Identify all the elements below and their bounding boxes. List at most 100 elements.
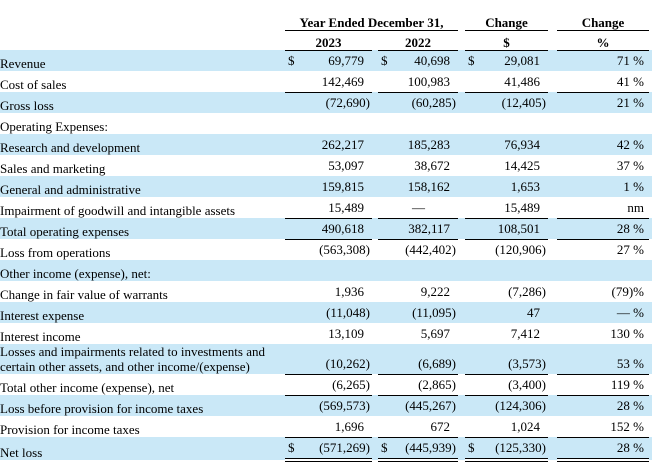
cell-value: 37 %: [616, 158, 644, 173]
cell-content: 53,097: [285, 156, 372, 176]
value-2023-cell: $69,779: [285, 50, 372, 71]
cell-content: 38,672: [378, 156, 458, 176]
cell-value: 262,217: [321, 137, 364, 152]
currency-symbol: $: [288, 439, 295, 455]
change-dollar-cell: (3,573): [465, 344, 548, 375]
value-2023-cell: 1,696: [285, 416, 372, 438]
income-statement-table: Year Ended December 31, Change Change 20…: [0, 10, 652, 462]
value-2023-cell: (6,265): [285, 374, 372, 396]
column-gap: [458, 155, 465, 176]
column-gap: [548, 197, 557, 218]
row-label: Operating Expenses:: [0, 119, 108, 134]
column-gap: [458, 395, 465, 416]
cell-content: 262,217: [285, 135, 372, 155]
cell-content: (12,405): [465, 93, 548, 113]
change-percent-cell: 28 %: [557, 218, 649, 240]
cell-value: (442,402): [405, 242, 456, 257]
table-row: Loss before provision for income taxes (5…: [0, 395, 652, 416]
column-gap: [548, 50, 557, 71]
change-dollar-header: Change: [465, 10, 548, 31]
change-dollar-cell: (7,286): [465, 281, 548, 302]
column-gap: [458, 176, 465, 197]
table-row: Change in fair value of warrants 1,936 9,2…: [0, 281, 652, 302]
header-row-columns: 2023 2022 $ %: [0, 30, 652, 51]
cell-value: 69,779: [328, 53, 364, 68]
cell-value: (571,269): [319, 439, 370, 455]
column-gap: [548, 239, 557, 260]
cell-value: 28 %: [616, 220, 644, 236]
column-gap: [458, 260, 465, 281]
cell-value: 142,469: [321, 73, 364, 89]
change-percent-cell: 41 %: [557, 71, 649, 93]
change-dollar-cell: (3,400): [465, 374, 548, 396]
change-dollar-cell: 7,412: [465, 323, 548, 344]
value-2023-cell: (10,262): [285, 344, 372, 375]
cell-value: 130 %: [610, 326, 644, 341]
cell-value: 119 %: [610, 376, 644, 392]
table-row: Total other income (expense), net (6,265)…: [0, 374, 652, 396]
cell-content: (2,865): [378, 375, 458, 395]
percent-column-header: %: [557, 30, 649, 51]
cell-content: 28 %: [557, 396, 649, 416]
change-percent-cell: 28 %: [557, 395, 649, 416]
cell-value: —: [412, 199, 425, 215]
change-dollar-cell: 1,653: [465, 176, 548, 197]
cell-content: $ (445,939): [378, 438, 458, 456]
cell-content: 15,489: [285, 198, 372, 218]
row-label: General and administrative: [0, 182, 141, 197]
value-2022-cell: [378, 260, 458, 281]
value-2023-cell: (569,573): [285, 395, 372, 416]
cell-content: 7,412: [465, 324, 548, 344]
cell-content: 159,815: [285, 177, 372, 197]
column-gap: [548, 344, 557, 374]
column-gap: [548, 437, 557, 460]
cell-content: (6,265): [285, 375, 372, 395]
cell-value: (569,573): [319, 398, 370, 413]
column-gap: [548, 155, 557, 176]
cell-content: 158,162: [378, 177, 458, 197]
value-2022-cell: 38,672: [378, 155, 458, 176]
table-row: Sales and marketing 53,097 38,672 14,425 37 …: [0, 155, 652, 176]
cell-content: (442,402): [378, 240, 458, 260]
cell-content: 100,983: [378, 72, 458, 92]
table-row: Cost of sales 142,469 100,983 41,486 41 %: [0, 71, 652, 93]
currency-symbol: $: [381, 53, 388, 68]
cell-value: (72,690): [325, 95, 370, 110]
cell-content: 108,501: [465, 219, 548, 239]
cell-value: 41 %: [616, 73, 644, 89]
cell-content: 53 %: [557, 354, 649, 374]
cell-content: (124,306): [465, 396, 548, 416]
cell-content: 37 %: [557, 156, 649, 176]
cell-value: 7,412: [510, 326, 540, 341]
value-2023-cell: (72,690): [285, 92, 372, 113]
cell-content: 382,117: [378, 219, 458, 239]
value-2022-cell: $ (445,939): [378, 437, 458, 462]
section-row: Operating Expenses:: [0, 113, 652, 134]
cell-content: 27 %: [557, 240, 649, 260]
cell-value: 9,222: [420, 284, 450, 299]
row-label: Loss from operations: [0, 245, 111, 260]
cell-content: 1,024: [465, 417, 548, 437]
cell-content: 672: [378, 417, 458, 437]
table-body: Revenue $69,779 $40,698 $29,081 71 % Cost of …: [0, 50, 652, 462]
column-gap: [548, 134, 557, 155]
value-2022-cell: 672: [378, 416, 458, 438]
change-percent-cell: nm: [557, 197, 649, 219]
value-2023-cell: (11,048): [285, 302, 372, 323]
cell-content: 41,486: [465, 72, 548, 92]
value-2023-cell: [285, 113, 372, 134]
cell-value: 15,489: [504, 199, 540, 215]
table-row: Gross loss (72,690) (60,285) (12,405) 21 %: [0, 92, 652, 113]
change-percent-cell: [557, 260, 649, 281]
value-2022-cell: 382,117: [378, 218, 458, 240]
cell-content: (10,262): [285, 354, 372, 374]
column-gap: [458, 323, 465, 344]
cell-value: 1,936: [334, 284, 364, 299]
column-gap: [548, 416, 557, 437]
column-gap: [458, 344, 465, 374]
column-gap: [458, 302, 465, 323]
cell-value: 71 %: [616, 53, 644, 68]
column-gap: [458, 239, 465, 260]
row-label: Other income (expense), net:: [0, 266, 151, 281]
change-dollar-cell: 14,425: [465, 155, 548, 176]
